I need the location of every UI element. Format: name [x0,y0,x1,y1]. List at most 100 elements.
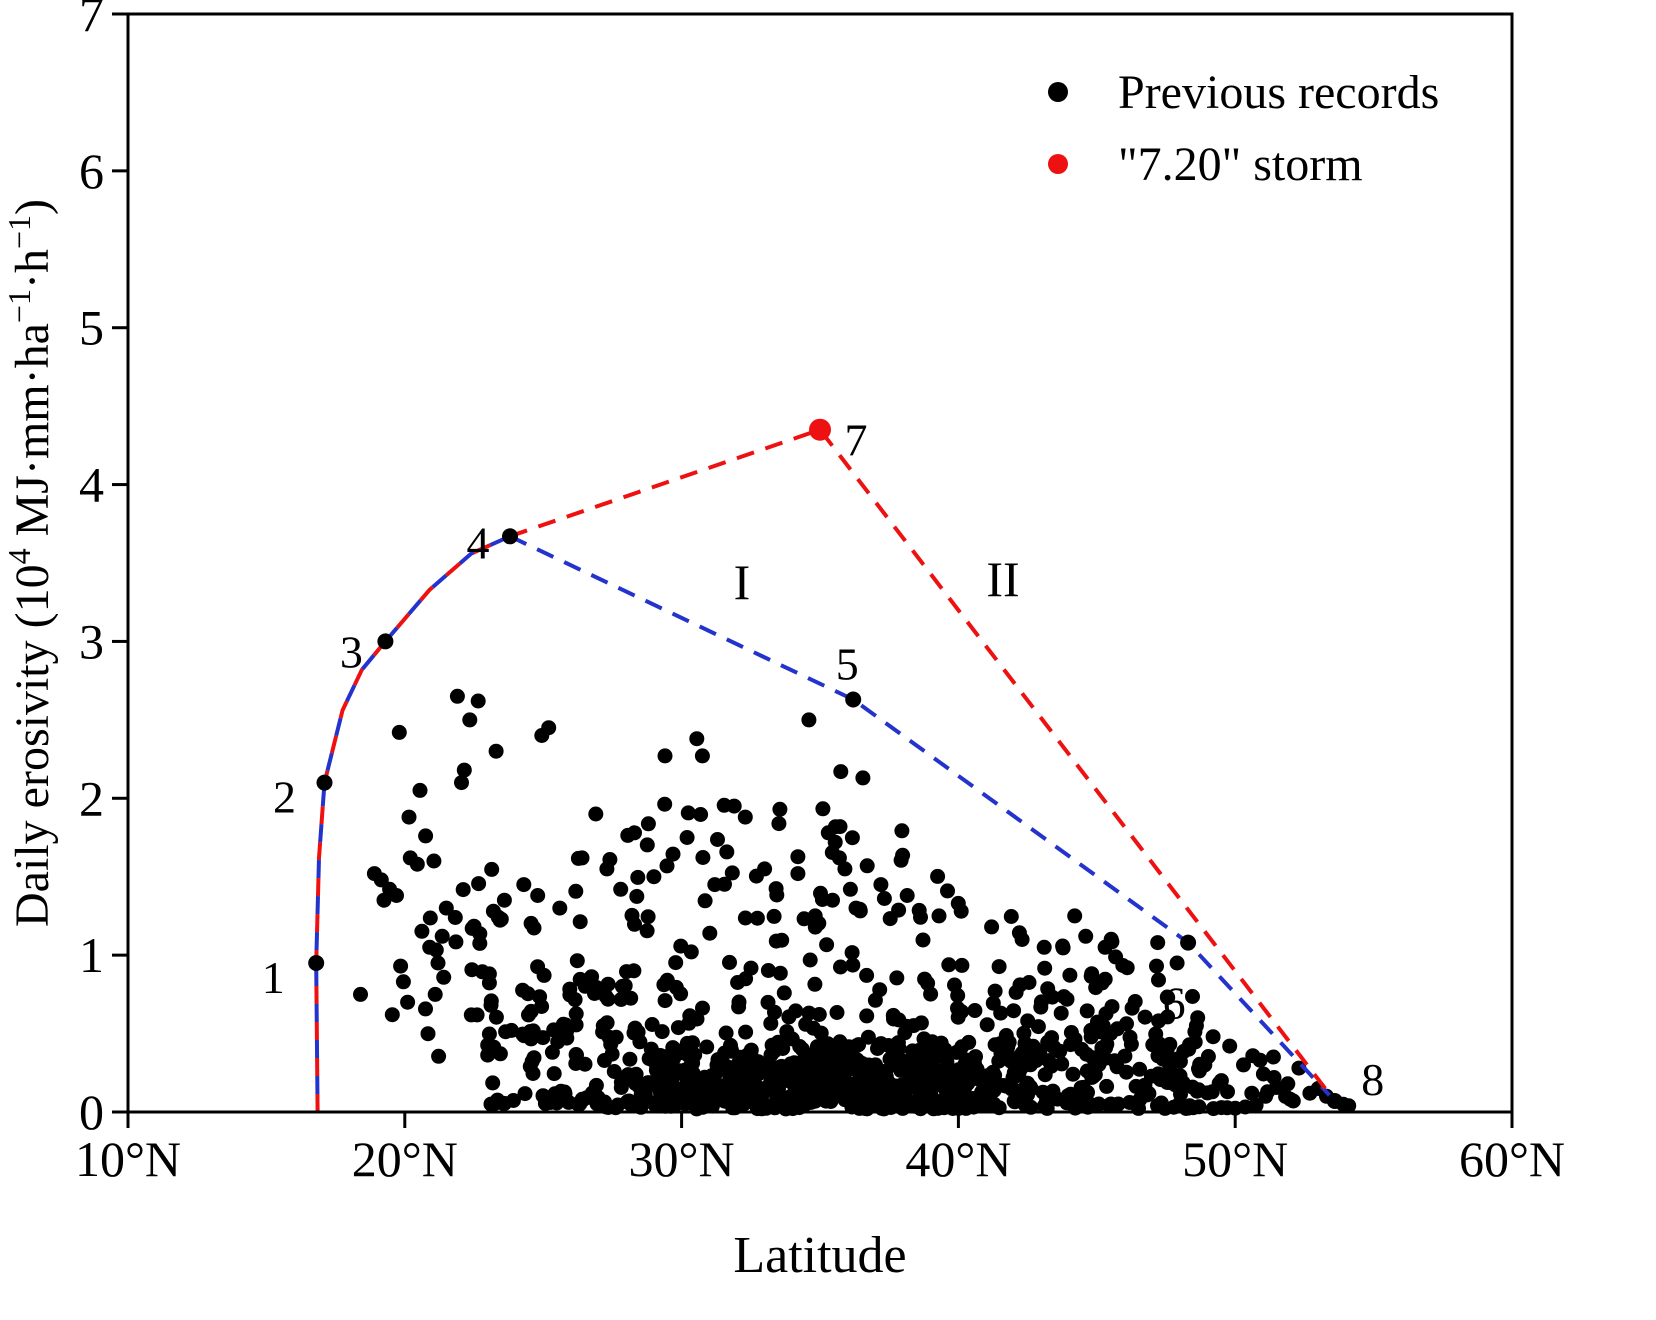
scatter-point [911,902,927,918]
scatter-point [588,806,604,822]
scatter-point [629,888,645,904]
scatter-point [807,976,823,992]
scatter-point [668,955,684,971]
scatter-point [455,882,471,898]
envelope-nodes-layer: 1 2 3 4 5 6 7 8 [262,415,1384,1109]
scatter-point [749,910,765,926]
scatter-point [776,985,792,1001]
scatter-point [1159,989,1175,1005]
scatter-point [1139,1087,1155,1103]
scatter-point [391,724,407,740]
scatter-point [760,963,776,978]
scatter-point [1236,1057,1251,1073]
scatter-point [1278,1089,1294,1104]
scatter-point [744,1050,760,1066]
scatter-point [1169,955,1185,971]
scatter-point [447,910,463,925]
scatter-point [819,937,835,953]
scatter-point [1149,958,1164,974]
scatter-point [1063,1025,1079,1040]
scatter-point [1067,908,1083,924]
scatter-point [967,1003,983,1018]
scatter-point [984,919,1000,935]
scatter-point [1145,1037,1161,1053]
scatter-point [1192,1056,1208,1072]
scatter-point [395,974,411,990]
scatter-point [1117,1048,1133,1064]
scatter-point [640,816,656,832]
scatter-point [768,1082,784,1098]
scatter-point [723,1088,739,1104]
scatter-point [462,712,478,728]
scatter-point [1151,972,1166,988]
scatter-point [697,893,713,909]
scatter-point [1040,981,1056,997]
scatter-point [1094,975,1110,991]
scatter-point [733,1078,748,1094]
x-axis-label: Latitude [733,1227,906,1284]
scatter-point [430,955,446,971]
scatter-point [1190,1010,1206,1026]
scatter-point [833,959,848,975]
scatter-point [530,888,546,903]
scatter-point [622,1051,638,1067]
scatter-point [1074,1041,1090,1057]
scatter-point [844,830,860,846]
scatter-point [717,876,732,892]
scatter-point [1025,1038,1041,1054]
scatter-point [781,1009,797,1025]
scatter-point [1162,1036,1178,1052]
envelope-node-label: 5 [836,639,859,690]
scatter-point [695,850,711,865]
scatter-point [610,1097,626,1113]
scatter-point [687,1047,703,1063]
scatter-point [393,958,409,974]
scatter-point [643,1041,659,1057]
scatter-point [558,1017,574,1033]
scatter-point [568,883,584,899]
scatter-point [637,1088,653,1104]
scatter-point [1003,909,1019,924]
scatter-point [472,926,488,942]
scatter-point [1037,960,1053,976]
scatter-point [954,957,970,973]
scatter-point [534,728,550,743]
scatter-point [680,805,696,821]
scatter-point [681,1015,697,1031]
scatter-point [568,1047,584,1062]
scatter-point [859,858,875,874]
scatter-point [1341,1098,1357,1114]
scatter-point [679,1077,694,1093]
scatter-point [418,828,434,844]
scatter-point [1098,1006,1114,1022]
scatter-point [772,965,788,981]
scatter-point [790,1073,806,1089]
scatter-point [815,801,831,817]
scatter-point [414,923,430,939]
x-tick-label: 50°N [1182,1131,1288,1187]
scatter-point [516,1028,532,1044]
scatter-point [353,986,368,1002]
scatter-point [627,1075,643,1091]
scatter-point [485,1075,501,1091]
scatter-point [376,892,392,908]
scatter-point [853,1087,869,1103]
scatter-point [998,1028,1014,1043]
scatter-point [570,850,586,866]
scatter-point [1060,1088,1076,1104]
scatter-point [731,994,747,1010]
scatter-point [1008,984,1024,1000]
scatter-point [1079,1003,1095,1019]
scatter-point [1245,1048,1261,1064]
scatter-point [1182,1037,1197,1053]
scatter-point [454,775,469,791]
envelope-node [308,955,325,971]
scatter-point [606,1064,622,1079]
scatter-point [832,819,848,835]
scatter-point [699,1039,715,1055]
scatter-point [771,816,787,832]
scatter-point [1011,925,1027,941]
scatter-point [1255,1066,1271,1082]
scatter-point [400,994,416,1010]
